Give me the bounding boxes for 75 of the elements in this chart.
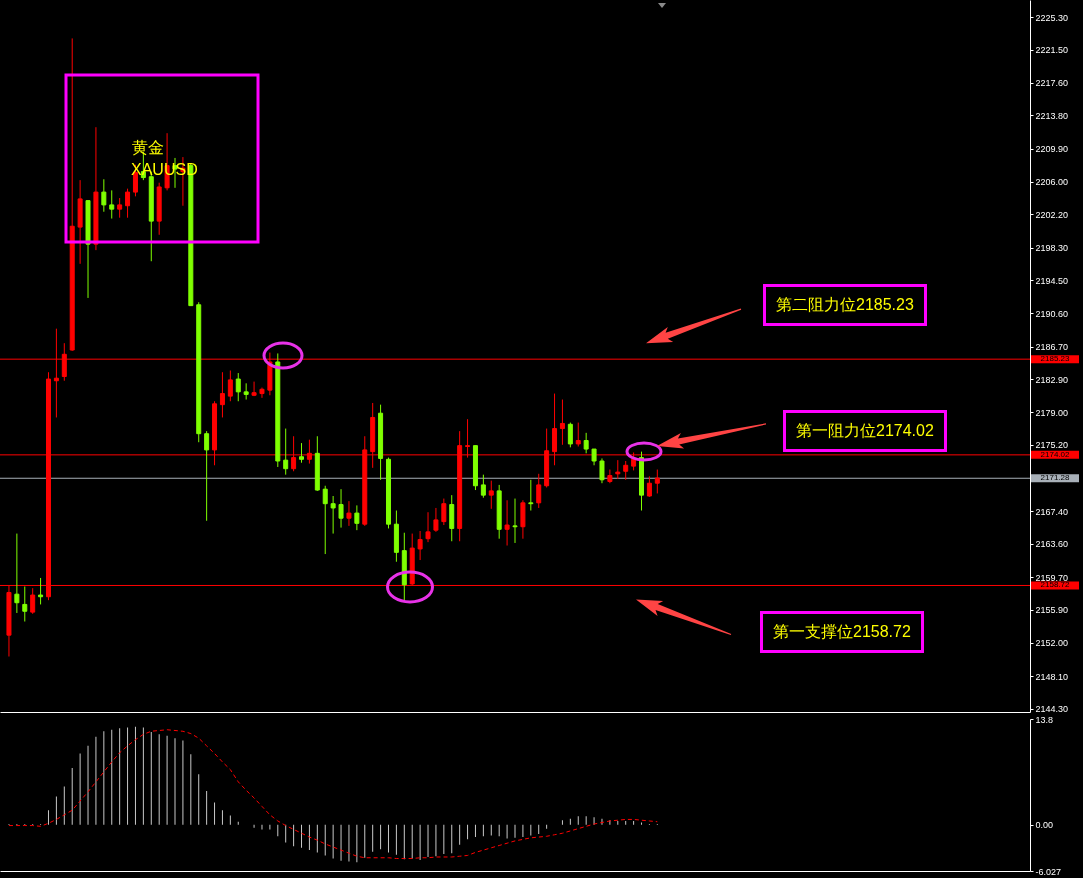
y-tick-label: 2190.60: [1035, 308, 1069, 319]
candlestick: [504, 499, 510, 547]
y-tick-label: 2198.30: [1035, 243, 1069, 254]
ref-line-label: 2174.02: [1040, 449, 1071, 459]
y-tick-label: 2206.00: [1035, 177, 1069, 188]
y-tick-label: 13.8: [1035, 714, 1054, 725]
candlestick: [354, 504, 360, 531]
candlestick: [559, 399, 565, 446]
candlestick: [615, 459, 621, 480]
candlestick: [654, 469, 660, 494]
annotation: 第二阻力位2185.23: [763, 283, 927, 326]
y-tick-label: 2175.20: [1035, 440, 1069, 451]
candlestick: [14, 533, 20, 614]
y-tick-label: 2159.70: [1035, 572, 1069, 583]
y-tick-label: 2209.90: [1035, 144, 1069, 155]
candlestick: [117, 197, 123, 219]
y-tick-label: 2148.10: [1035, 671, 1069, 682]
candlestick: [109, 189, 115, 220]
annotation: 第一支撑位2158.72: [760, 611, 924, 654]
candlestick: [599, 457, 605, 484]
annotation: 第一阻力位2174.02: [783, 410, 947, 453]
candlestick: [567, 422, 573, 448]
candlestick: [441, 498, 447, 526]
candlestick: [125, 188, 131, 219]
y-tick-label: 2213.80: [1035, 110, 1069, 121]
candlestick: [101, 178, 107, 213]
y-tick-label: 2186.70: [1035, 342, 1069, 353]
annotation: 黄金: [132, 138, 164, 157]
candlestick: [488, 480, 494, 510]
candlestick: [433, 507, 439, 533]
candlestick: [575, 422, 581, 447]
candlestick: [520, 499, 526, 540]
y-tick-label: 0.00: [1035, 820, 1054, 831]
candlestick: [623, 460, 629, 481]
candlestick: [22, 586, 28, 623]
candlestick: [449, 494, 455, 542]
line-series: [8, 729, 658, 860]
y-tick-label: 2152.00: [1035, 638, 1069, 649]
y-tick-label: 2182.90: [1035, 374, 1069, 385]
candlestick: [425, 511, 431, 543]
y-tick-label: 2167.40: [1035, 506, 1069, 517]
y-tick-label: -6.027: [1035, 866, 1062, 877]
candlestick: [417, 530, 423, 561]
candlestick: [299, 442, 305, 464]
candlestick: [338, 488, 344, 529]
candlestick: [204, 430, 210, 522]
ref-line-label: 2158.72: [1040, 580, 1071, 590]
candlestick: [219, 371, 225, 418]
candlestick: [259, 387, 265, 399]
y-tick-label: 2202.20: [1035, 209, 1069, 220]
candlestick: [251, 381, 257, 397]
y-tick-label: 2163.60: [1035, 539, 1069, 550]
y-tick-label: 2155.90: [1035, 605, 1069, 616]
candlestick: [346, 500, 352, 527]
candlestick: [528, 479, 534, 512]
y-tick-label: 2144.30: [1035, 704, 1069, 715]
candlestick: [480, 474, 486, 499]
candlestick: [227, 370, 233, 402]
candlestick: [330, 495, 336, 535]
candlestick: [235, 372, 241, 402]
candlestick: [283, 428, 289, 476]
candlestick: [646, 475, 652, 498]
candlestick: [512, 498, 518, 544]
candlestick: [583, 432, 589, 454]
y-tick-label: 2217.60: [1035, 78, 1069, 89]
y-tick-label: 2179.00: [1035, 407, 1069, 418]
ref-line-label: 2171.28: [1040, 473, 1071, 483]
candlestick: [30, 587, 36, 615]
y-tick-label: 2221.50: [1035, 45, 1069, 56]
y-tick-label: 2225.30: [1035, 12, 1069, 23]
candlestick: [536, 473, 542, 509]
ref-line-label: 2185.23: [1040, 354, 1071, 364]
candlestick: [38, 577, 44, 605]
y-tick-label: 2194.50: [1035, 275, 1069, 286]
candlestick: [322, 485, 328, 555]
